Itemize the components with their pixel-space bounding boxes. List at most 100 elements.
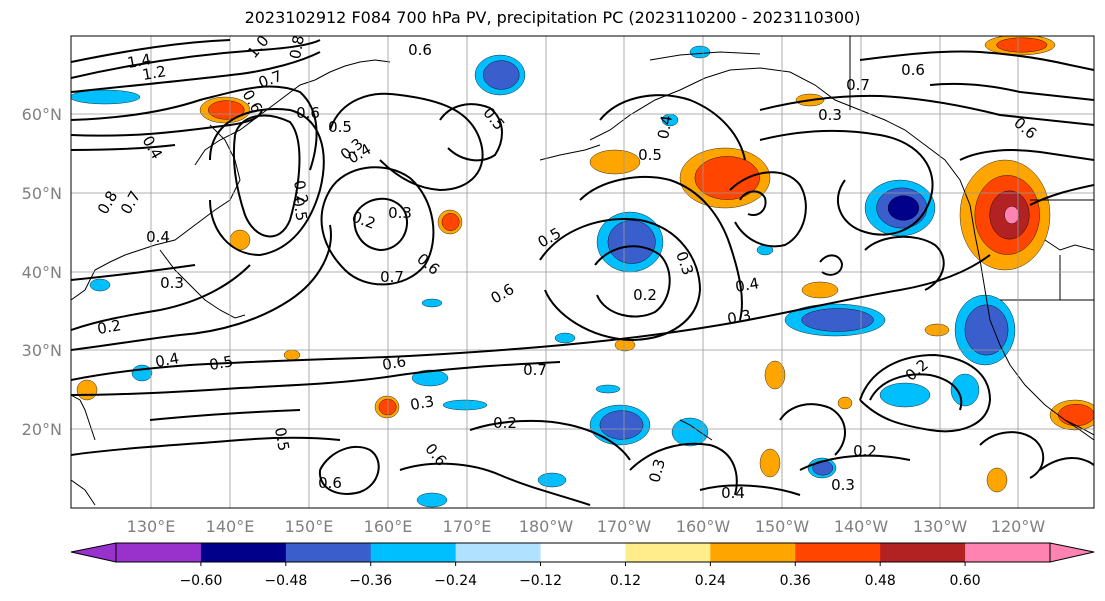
contour-label: 0.5	[289, 196, 311, 223]
pv-contour-line	[739, 190, 767, 216]
longitude-label: 170°W	[597, 517, 652, 536]
contour-label: 0.6	[901, 61, 925, 79]
pv-contour-line	[599, 94, 746, 161]
contour-label: 0.7	[380, 268, 404, 286]
precip-anomaly-region	[474, 54, 526, 96]
pv-contour-line	[579, 175, 743, 321]
precip-anomaly-region	[879, 382, 931, 408]
longitude-label: 120°W	[991, 517, 1046, 536]
contour-label: 0.4	[654, 114, 676, 141]
longitude-label: 160°E	[364, 517, 413, 536]
contour-label: 0.6	[408, 41, 432, 59]
contour-label: 0.4	[154, 349, 181, 371]
coastline	[194, 79, 316, 166]
colorbar: −0.60 −0.48 −0.36 −0.24 −0.12 0.12 0.24 0.36 0.4…	[70, 542, 1095, 589]
pv-contour-line	[799, 454, 911, 471]
longitude-label: 140°W	[834, 517, 889, 536]
pv-contour-line	[759, 129, 934, 236]
coastline	[589, 67, 981, 261]
contour-label: 1.2	[141, 62, 168, 84]
pv-contour-line	[71, 85, 318, 171]
precip-anomaly-region	[595, 384, 621, 394]
contour-label: 0.4	[721, 484, 745, 502]
pv-contour-line	[699, 484, 801, 496]
pv-contour-line	[399, 462, 591, 506]
contour-label: 1.4	[126, 50, 153, 72]
pv-contour-line	[71, 109, 263, 137]
pv-contour-line	[819, 254, 844, 276]
coastline	[539, 144, 601, 161]
precip-anomaly-region	[984, 36, 1056, 56]
contour-label: 0.4	[734, 274, 761, 296]
pv-contour-line	[71, 39, 321, 79]
pv-contours	[71, 39, 1094, 506]
latitude-label: 30°N	[22, 341, 62, 360]
colorbar-segment	[455, 543, 542, 562]
contour-label: 0.5	[638, 146, 662, 164]
contour-label: 0.2	[633, 286, 657, 304]
pv-contour-line	[859, 353, 992, 433]
colorbar-tick-label: 0.48	[865, 573, 896, 589]
precip-anomaly-region	[89, 278, 111, 292]
longitude-label: 130°E	[127, 517, 176, 536]
pv-contour-line	[149, 409, 301, 421]
precip-anomaly-region	[283, 349, 301, 361]
colorbar-segment	[880, 543, 966, 562]
colorbar-tick-label: 0.12	[610, 573, 641, 589]
colorbar-segment	[540, 543, 626, 562]
pv-contour-line	[71, 39, 231, 63]
pv-contour-line	[864, 235, 945, 291]
precip-anomaly-region	[784, 303, 886, 337]
colorbar-segment	[116, 543, 202, 562]
pv-contour-line	[71, 254, 991, 381]
colorbar-extend-low	[70, 542, 117, 563]
contour-label: 0.5	[208, 352, 235, 374]
precip-anomaly-region	[801, 281, 839, 299]
coastline	[159, 249, 246, 319]
pv-contour-line	[318, 445, 380, 495]
coastline	[71, 394, 96, 441]
coastline	[71, 479, 96, 506]
pv-contour-line	[759, 94, 1094, 126]
longitude-label: 150°W	[755, 517, 810, 536]
pv-contour-line	[539, 218, 702, 342]
page-title: 2023102912 F084 700 hPa PV, precipitatio…	[244, 8, 861, 27]
pv-contour-line	[469, 419, 631, 461]
colorbar-tick-label: 0.60	[950, 573, 981, 589]
precip-anomaly-region	[759, 448, 781, 478]
colorbar-frame	[115, 542, 1051, 563]
longitude-axis: 130°E 140°E 150°E 160°E 170°E 180°W 170°W 160°W…	[127, 517, 1046, 536]
colorbar-tick-label: −0.24	[434, 573, 477, 589]
contour-label: 0.4	[146, 228, 170, 246]
contour-label: 0.5	[271, 426, 293, 453]
precip-anomaly-region	[679, 147, 771, 209]
colorbar-tick-label: 0.36	[780, 573, 811, 589]
colorbar-tick-label: −0.12	[519, 573, 562, 589]
contour-label: 0.5	[328, 118, 352, 136]
coastline	[979, 259, 1094, 436]
precip-anomaly-region	[76, 379, 98, 401]
pv-contour-line	[779, 403, 846, 456]
pv-contour-line	[353, 197, 408, 252]
map-frame	[70, 35, 1095, 509]
precip-anomaly-region	[374, 395, 400, 419]
contour-label: 0.6	[318, 474, 342, 492]
precipitation-shading	[71, 36, 1094, 508]
precip-anomaly-region	[131, 364, 153, 382]
pv-contour-line	[71, 51, 321, 93]
colorbar-tick-label: −0.48	[264, 573, 307, 589]
coastline	[314, 59, 391, 81]
contour-label: 0.7	[523, 361, 547, 379]
pv-contour-line	[629, 442, 738, 496]
contour-label: 0.8	[286, 34, 308, 61]
longitude-label: 180°W	[519, 517, 574, 536]
coastline	[1064, 419, 1094, 441]
contour-label: 0.7	[846, 76, 870, 94]
pv-contour-line	[232, 114, 301, 238]
colorbar-segment	[795, 543, 881, 562]
colorbar-segment	[625, 543, 711, 562]
latitude-label: 60°N	[22, 105, 62, 124]
coastlines	[71, 36, 1094, 506]
contour-label: 0.3	[726, 306, 753, 328]
longitude-label: 160°W	[676, 517, 731, 536]
